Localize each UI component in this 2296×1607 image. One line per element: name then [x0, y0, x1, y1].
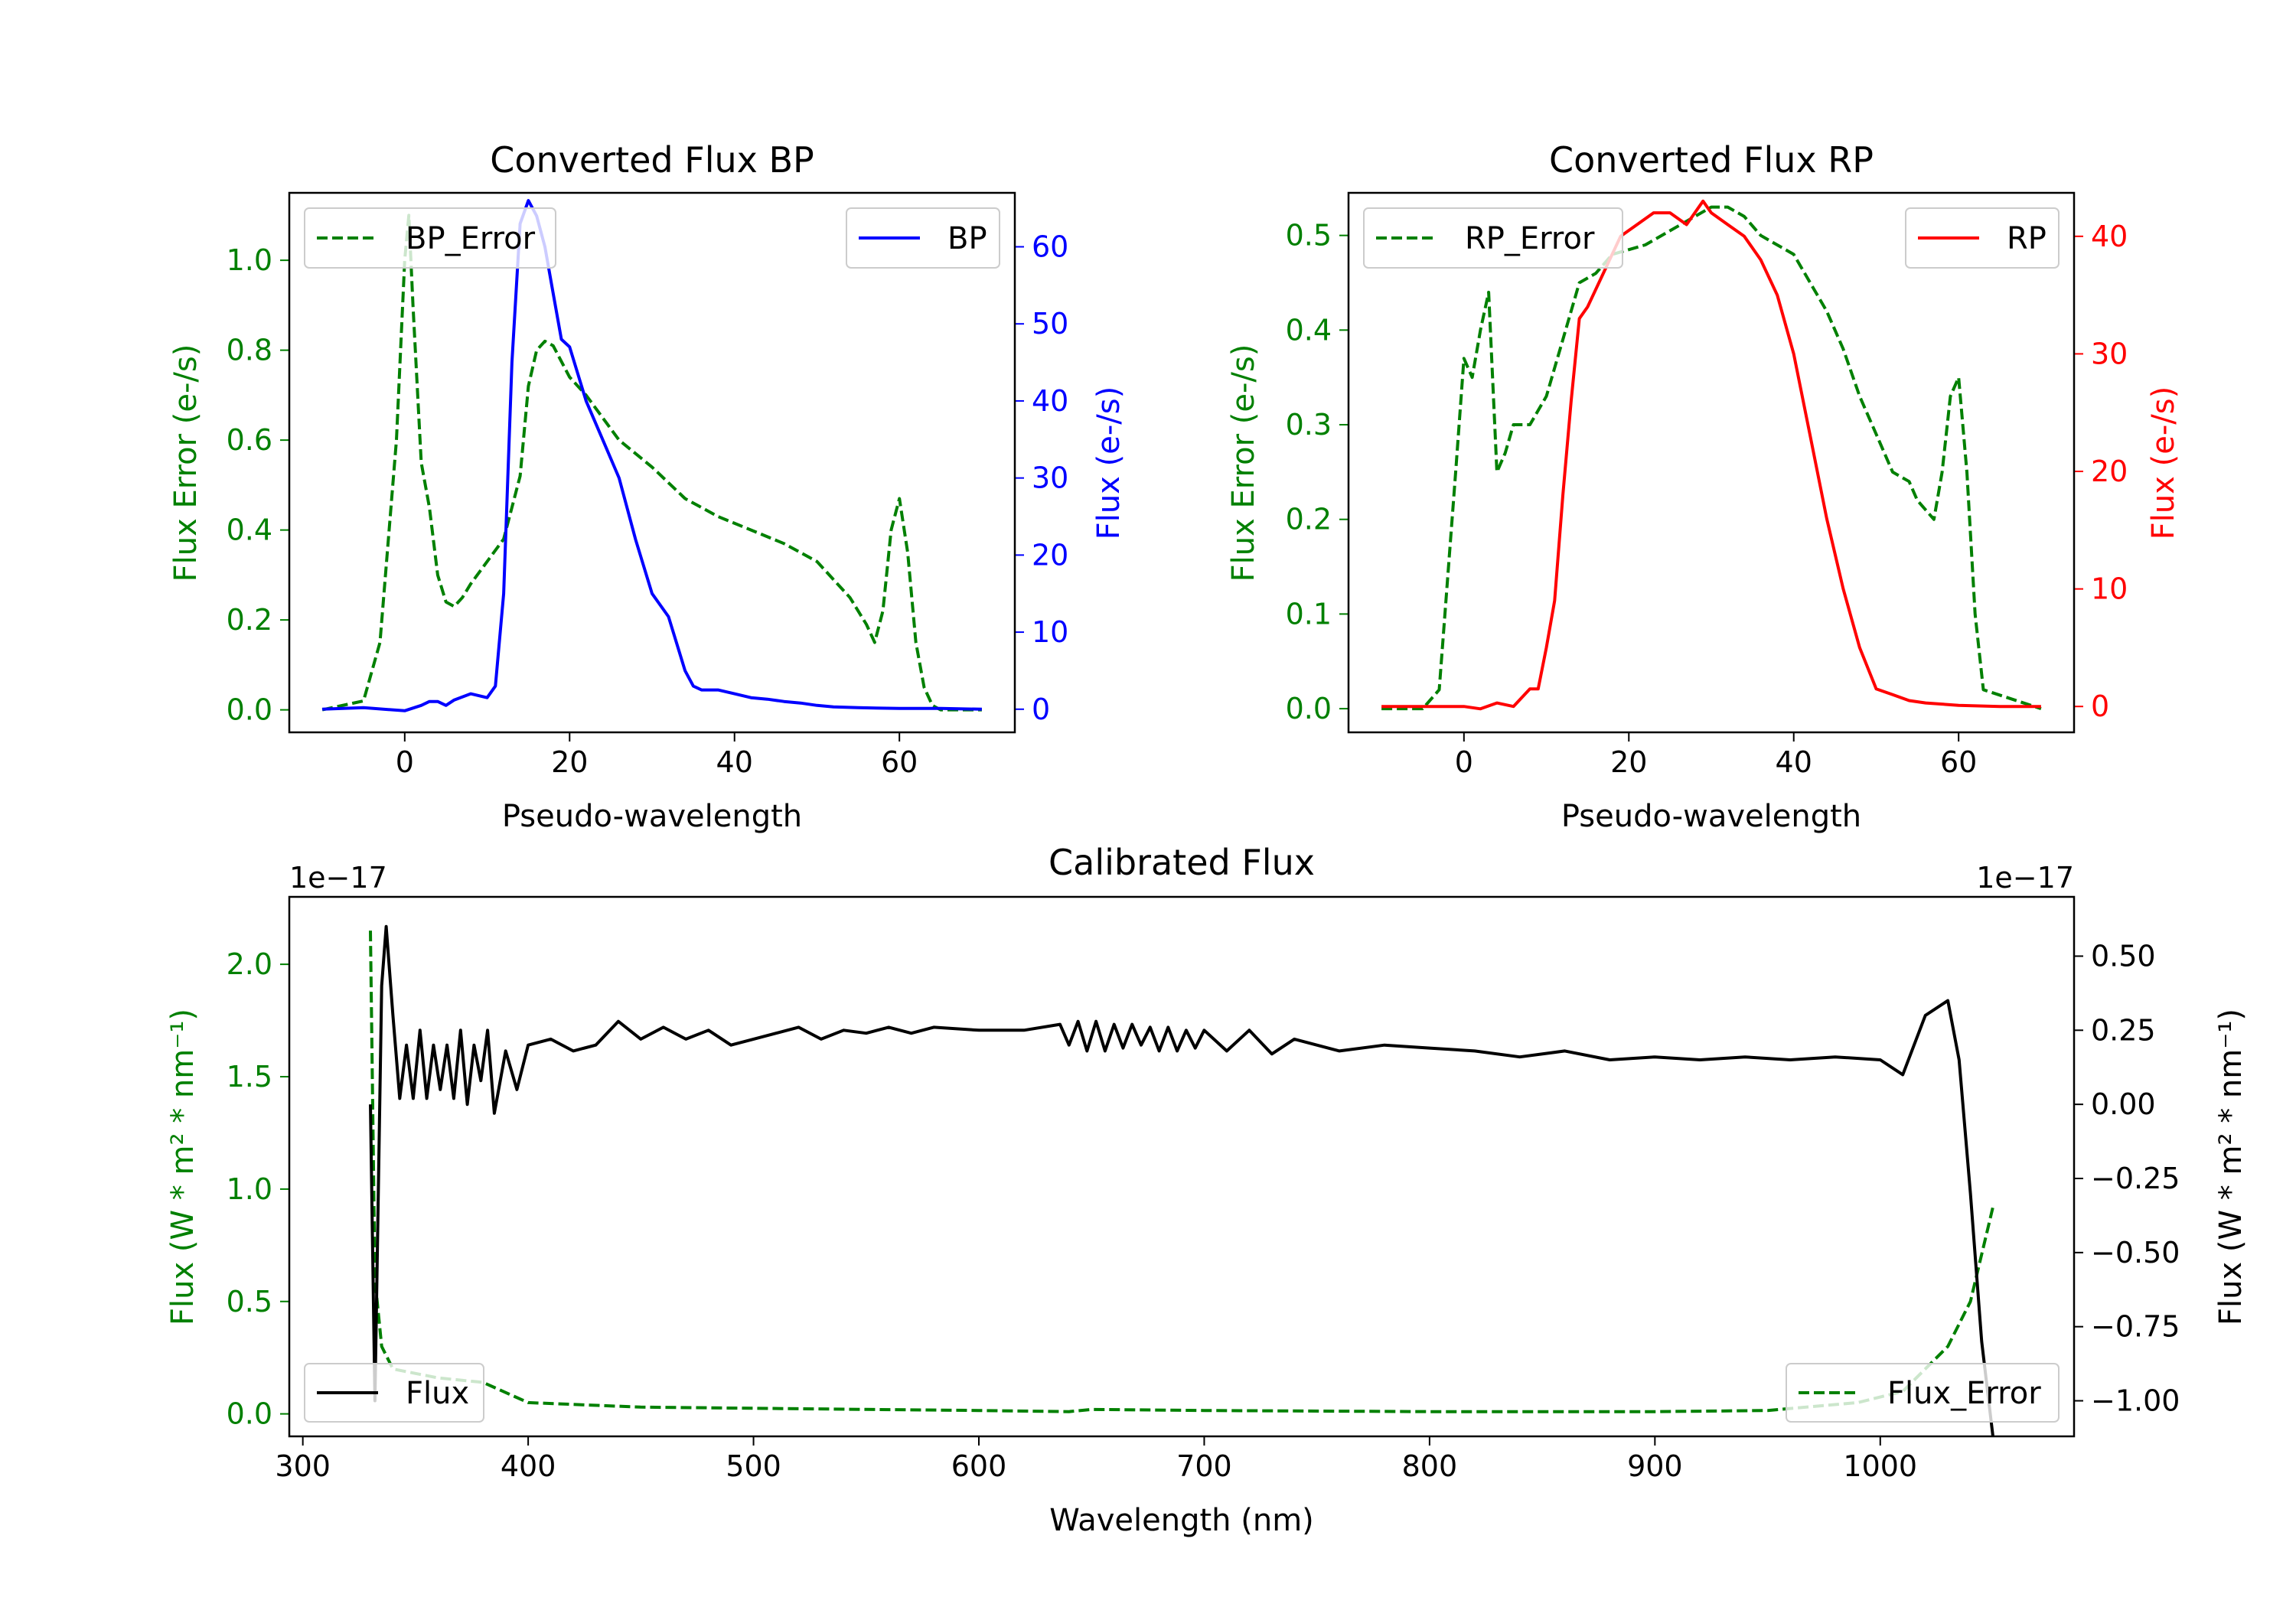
calibrated-flux-series-line: [369, 924, 1994, 1436]
calibrated-title: Calibrated Flux: [1049, 842, 1315, 883]
rp-right-y-tick-label: 20: [2091, 455, 2128, 488]
rp-legend-flux-label: RP: [2007, 221, 2047, 256]
rp-left-y-tick-label: 0.4: [1286, 313, 1332, 347]
rp-left-y-tick-label: 0.3: [1286, 408, 1332, 442]
bp-x-tick-label: 60: [881, 745, 918, 779]
rp-x-tick-label: 20: [1610, 745, 1647, 779]
calibrated-legend-flux-label: Flux: [406, 1376, 469, 1411]
calibrated-x-tick-label: 900: [1627, 1449, 1683, 1483]
rp-right-y-tick-label: 40: [2091, 220, 2128, 253]
bp-right-y-tick-label: 30: [1032, 461, 1068, 495]
calibrated-error-series-line: [369, 931, 1994, 1413]
bp-panel: Converted Flux BP 0 20 40 60 0.0 0.2 0.4 0.6 0.8…: [168, 139, 1127, 834]
calibrated-legend-error-label: Flux_Error: [1887, 1376, 2041, 1411]
bp-right-y-axis-label: Flux (e-/s): [1091, 386, 1127, 539]
calibrated-right-y-tick-label: −0.75: [2091, 1310, 2180, 1344]
bp-right-y-tick-label: 40: [1032, 384, 1068, 418]
rp-right-y-tick-label: 30: [2091, 337, 2128, 370]
calibrated-axes-frame: [288, 895, 2076, 1438]
rp-left-y-tick-label: 0.2: [1286, 503, 1332, 536]
bp-plot-area: 0 20 40 60 0.0 0.2 0.4 0.6 0.8 1.0 0 10 20 30 40 50 60: [227, 199, 1068, 779]
calibrated-right-y-axis-label: Flux (W * m² * nm⁻¹): [2213, 1009, 2249, 1325]
bp-legend-error-label: BP_Error: [406, 221, 536, 256]
calibrated-right-y-tick-label: −0.25: [2091, 1162, 2180, 1195]
calibrated-right-y-tick-label: −1.00: [2091, 1384, 2180, 1418]
rp-title: Converted Flux RP: [1549, 139, 1874, 181]
calibrated-x-tick-label: 600: [951, 1449, 1007, 1483]
calibrated-left-y-tick-label: 0.0: [227, 1397, 272, 1431]
calibrated-right-offset-label: 1e−17: [1976, 861, 2074, 895]
bp-x-tick-label: 40: [716, 745, 753, 779]
bp-right-y-tick-label: 50: [1032, 307, 1068, 341]
calibrated-left-offset-label: 1e−17: [289, 861, 387, 895]
calibrated-x-axis-label: Wavelength (nm): [1049, 1503, 1314, 1538]
rp-right-y-axis-label: Flux (e-/s): [2146, 386, 2181, 539]
bp-legend-left: BP_Error: [304, 207, 556, 269]
bp-legend-flux-label: BP: [947, 221, 987, 256]
rp-plot-area: 0 20 40 60 0.0 0.1 0.2 0.3 0.4 0.5 0 10 20 30 40: [1286, 199, 2128, 779]
bp-right-y-tick-label: 60: [1032, 230, 1068, 264]
bp-flux-series-line: [322, 199, 982, 712]
calibrated-left-y-tick-label: 1.5: [227, 1060, 272, 1094]
calibrated-plot-area: 300 400 500 600 700 800 900 1000 0.0 0.5 1.0 1.5 2.0…: [227, 924, 2180, 1483]
bp-right-y-tick-label: 0: [1032, 693, 1050, 726]
rp-legend-right: RP: [1905, 207, 2060, 269]
bp-left-y-tick-label: 0.4: [227, 513, 272, 547]
bp-axes-frame: [288, 191, 1016, 734]
bp-left-y-axis-label: Flux Error (e-/s): [168, 344, 204, 582]
bp-title: Converted Flux BP: [490, 139, 814, 181]
bp-x-axis-label: Pseudo-wavelength: [502, 799, 802, 834]
bp-right-y-tick-label: 10: [1032, 615, 1068, 649]
calibrated-panel: Calibrated Flux 1e−17 1e−17 300 400 500 600…: [165, 842, 2249, 1538]
calibrated-legend-left: Flux: [304, 1363, 484, 1423]
rp-error-series-line: [1381, 205, 2042, 711]
calibrated-left-y-tick-label: 0.5: [227, 1285, 272, 1319]
calibrated-left-y-axis-label: Flux (W * m² * nm⁻¹): [165, 1009, 201, 1325]
rp-x-axis-label: Pseudo-wavelength: [1561, 799, 1861, 834]
rp-x-tick-label: 0: [1455, 745, 1473, 779]
rp-legend-error-label: RP_Error: [1465, 221, 1595, 256]
calibrated-x-tick-label: 300: [275, 1449, 331, 1483]
calibrated-x-tick-label: 400: [501, 1449, 556, 1483]
bp-left-y-tick-label: 0.8: [227, 334, 272, 367]
calibrated-left-y-tick-label: 2.0: [227, 947, 272, 981]
rp-left-y-tick-label: 0.0: [1286, 692, 1332, 725]
calibrated-x-tick-label: 800: [1402, 1449, 1458, 1483]
rp-panel: Converted Flux RP 0 20 40 60 0.0 0.1 0.2 0.3 0.4…: [1226, 139, 2181, 834]
bp-left-y-tick-label: 0.2: [227, 603, 272, 637]
bp-legend-right: BP: [846, 207, 1000, 269]
rp-left-y-axis-label: Flux Error (e-/s): [1226, 344, 1261, 582]
bp-error-series-line: [321, 214, 982, 712]
rp-x-tick-label: 40: [1776, 745, 1812, 779]
bp-left-y-tick-label: 0.0: [227, 693, 272, 727]
rp-left-y-tick-label: 0.5: [1286, 219, 1332, 253]
calibrated-x-tick-label: 1000: [1843, 1449, 1917, 1483]
calibrated-right-y-tick-label: 0.25: [2091, 1013, 2156, 1047]
calibrated-right-y-tick-label: −0.50: [2091, 1236, 2180, 1270]
bp-left-y-tick-label: 0.6: [227, 423, 272, 457]
rp-x-tick-label: 60: [1940, 745, 1977, 779]
rp-legend-left: RP_Error: [1363, 207, 1623, 269]
bp-x-tick-label: 20: [551, 745, 588, 779]
rp-left-y-tick-label: 0.1: [1286, 597, 1332, 631]
bp-x-tick-label: 0: [396, 745, 414, 779]
calibrated-right-y-tick-label: 0.00: [2091, 1087, 2156, 1121]
rp-right-y-tick-label: 10: [2091, 572, 2128, 606]
rp-flux-series-line: [1381, 199, 2041, 711]
calibrated-left-y-tick-label: 1.0: [227, 1172, 272, 1206]
calibrated-right-y-tick-label: 0.50: [2091, 939, 2156, 973]
calibrated-x-tick-label: 700: [1176, 1449, 1232, 1483]
rp-axes-frame: [1347, 191, 2076, 734]
bp-left-y-tick-label: 1.0: [227, 243, 272, 277]
calibrated-legend-right: Flux_Error: [1786, 1363, 2060, 1423]
bp-right-y-tick-label: 20: [1032, 538, 1068, 572]
rp-right-y-tick-label: 0: [2091, 689, 2109, 723]
calibrated-x-tick-label: 500: [726, 1449, 781, 1483]
